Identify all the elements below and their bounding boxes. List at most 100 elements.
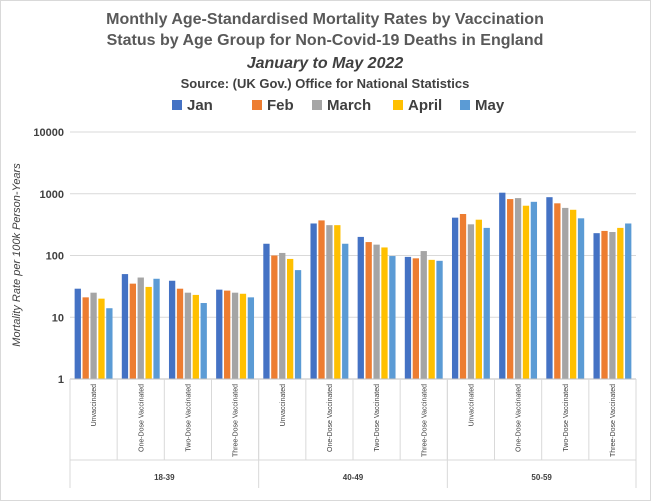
bar-jan-6 [357, 236, 364, 379]
bar-april-5 [334, 225, 341, 379]
bar-april-4 [287, 258, 294, 379]
bar-march-8 [467, 224, 475, 379]
category-label-18-39-0: Unvaccinated [91, 384, 98, 427]
bar-april-2 [192, 294, 199, 379]
legend-swatch-may [460, 100, 470, 110]
bar-april-8 [475, 219, 482, 379]
bar-may-9 [530, 201, 538, 379]
category-label-40-49-2: Two-Dose Vaccinated [374, 384, 381, 452]
bar-feb-11 [601, 230, 608, 379]
category-label-18-39-3: Three-Dose Vaccinated [233, 384, 240, 457]
bar-jan-11 [593, 233, 600, 379]
bar-jan-0 [74, 288, 81, 379]
category-label-50-59-0: Unvaccinated [468, 384, 475, 427]
bar-feb-6 [365, 242, 372, 379]
category-label-50-59-2: Two-Dose Vaccinated [563, 384, 570, 452]
bar-march-10 [562, 207, 569, 379]
bar-april-1 [145, 286, 152, 379]
chart-subtitle: January to May 2022 [247, 55, 404, 72]
group-label-50-59: 50-59 [531, 473, 552, 482]
category-label-40-49-0: Unvaccinated [280, 384, 287, 427]
bar-jan-4 [263, 243, 270, 379]
bar-march-7 [420, 251, 427, 379]
bar-jan-2 [168, 280, 176, 379]
bar-april-7 [428, 259, 435, 379]
bar-feb-8 [459, 214, 467, 379]
legend-label-may: May [475, 97, 505, 114]
bar-march-3 [231, 292, 239, 379]
bar-jan-8 [451, 217, 459, 379]
bar-march-4 [279, 252, 286, 379]
y-tick-label-100: 100 [46, 251, 64, 263]
bar-jan-9 [499, 192, 506, 379]
bar-march-5 [326, 225, 333, 379]
legend-label-april: April [408, 97, 442, 114]
legend-label-jan: Jan [187, 97, 213, 114]
bar-jan-10 [546, 197, 553, 379]
category-label-50-59-1: One-Dose Vaccinated [516, 384, 523, 452]
bar-april-11 [617, 227, 624, 379]
bar-may-5 [342, 243, 349, 379]
bar-april-3 [239, 293, 247, 379]
bar-may-1 [153, 278, 160, 379]
bar-march-2 [184, 292, 192, 379]
category-label-40-49-3: Three-Dose Vaccinated [421, 384, 428, 457]
bar-may-4 [294, 270, 302, 379]
y-tick-label-1: 1 [58, 374, 64, 386]
bar-may-8 [483, 227, 490, 379]
bar-march-11 [609, 232, 616, 379]
bar-feb-1 [129, 283, 136, 379]
legend-swatch-april [393, 100, 403, 110]
bar-may-2 [200, 303, 207, 379]
bar-feb-10 [554, 203, 561, 379]
group-label-40-49: 40-49 [343, 473, 364, 482]
category-label-18-39-1: One-Dose Vaccinated [138, 384, 145, 452]
bar-may-11 [625, 223, 632, 379]
y-axis-ticks: 1 10 100 1000 10000 [33, 127, 64, 386]
group-label-18-39: 18-39 [154, 473, 175, 482]
bars [74, 192, 632, 379]
bar-april-10 [570, 209, 577, 379]
bar-april-6 [381, 247, 388, 379]
category-label-50-59-3: Three-Dose Vaccinated [610, 384, 617, 457]
y-tick-label-10000: 10000 [33, 127, 64, 139]
bar-feb-3 [224, 290, 231, 379]
bar-feb-2 [176, 288, 184, 379]
y-axis-title: Mortality Rate per 100k Person-Years [11, 163, 23, 347]
bar-feb-7 [412, 258, 419, 379]
bar-jan-3 [216, 289, 223, 379]
legend-label-march: March [327, 97, 371, 114]
category-label-18-39-2: Two-Dose Vaccinated [185, 384, 192, 452]
bar-may-3 [247, 297, 255, 379]
bar-jan-7 [404, 256, 412, 379]
x-axis: Unvaccinated One-Dose Vaccinated Two-Dose … [69, 378, 637, 488]
legend: Jan Feb March April May [172, 97, 505, 114]
legend-swatch-feb [252, 100, 262, 110]
bar-may-0 [106, 308, 113, 379]
bar-march-1 [137, 277, 144, 379]
chart-title-line2: Status by Age Group for Non-Covid-19 Dea… [107, 32, 544, 49]
bar-march-9 [514, 198, 522, 379]
bar-may-6 [389, 256, 396, 379]
chart-source: Source: (UK Gov.) Office for National St… [181, 76, 470, 91]
y-tick-label-1000: 1000 [40, 189, 64, 201]
chart-title-line1: Monthly Age-Standardised Mortality Rates… [106, 11, 544, 28]
legend-swatch-jan [172, 100, 182, 110]
bar-may-7 [436, 260, 443, 379]
legend-label-feb: Feb [267, 97, 294, 114]
bar-jan-5 [310, 223, 317, 379]
grid [70, 131, 636, 318]
bar-april-9 [522, 205, 530, 379]
legend-swatch-march [312, 100, 322, 110]
bar-feb-0 [82, 297, 89, 379]
bar-march-0 [90, 292, 97, 379]
bar-feb-9 [507, 199, 514, 379]
bar-jan-1 [121, 274, 129, 379]
category-label-40-49-1: One-Dose Vaccinated [327, 384, 334, 452]
bar-april-0 [98, 298, 105, 379]
bar-may-10 [577, 218, 585, 379]
bar-feb-5 [318, 220, 325, 379]
bar-feb-4 [271, 255, 278, 379]
